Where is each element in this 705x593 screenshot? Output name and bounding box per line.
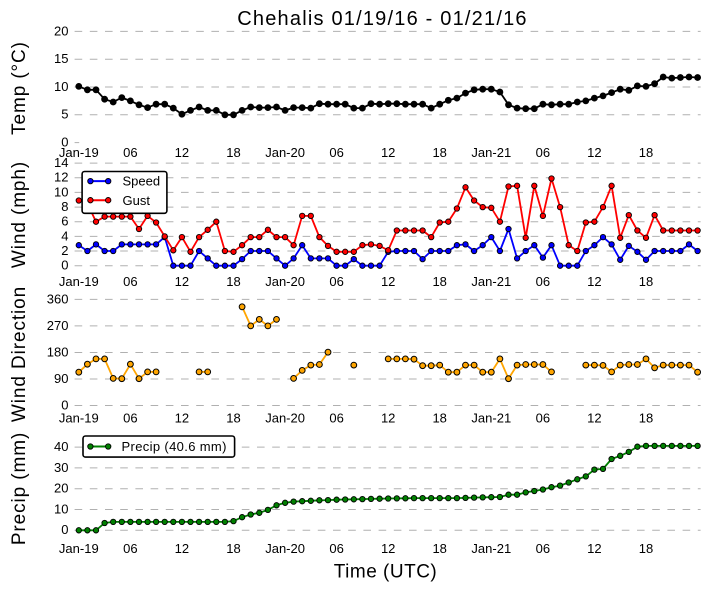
svg-text:14: 14 — [54, 155, 68, 170]
svg-text:10: 10 — [54, 501, 68, 516]
svg-text:Precip (mm): Precip (mm) — [9, 432, 30, 545]
svg-text:06: 06 — [123, 411, 137, 426]
svg-text:20: 20 — [54, 481, 68, 496]
svg-text:12: 12 — [175, 274, 189, 289]
svg-text:18: 18 — [639, 411, 653, 426]
svg-text:4: 4 — [61, 228, 68, 243]
svg-text:Jan-19: Jan-19 — [59, 411, 99, 426]
svg-text:12: 12 — [587, 274, 601, 289]
svg-text:Jan-20: Jan-20 — [265, 274, 305, 289]
svg-text:Jan-19: Jan-19 — [59, 541, 99, 556]
svg-text:06: 06 — [329, 145, 343, 160]
svg-text:0: 0 — [61, 397, 68, 412]
svg-text:2: 2 — [61, 243, 68, 258]
svg-text:12: 12 — [175, 541, 189, 556]
svg-text:06: 06 — [123, 541, 137, 556]
svg-text:12: 12 — [381, 541, 395, 556]
svg-text:18: 18 — [432, 274, 446, 289]
svg-text:Chehalis 01/19/16 - 01/21/16: Chehalis 01/19/16 - 01/21/16 — [237, 8, 527, 30]
svg-text:06: 06 — [123, 274, 137, 289]
svg-text:6: 6 — [61, 214, 68, 229]
svg-text:18: 18 — [226, 411, 240, 426]
svg-text:06: 06 — [329, 541, 343, 556]
svg-text:18: 18 — [639, 274, 653, 289]
svg-text:18: 18 — [639, 541, 653, 556]
svg-text:90: 90 — [54, 371, 68, 386]
svg-text:12: 12 — [175, 145, 189, 160]
svg-text:Jan-21: Jan-21 — [471, 145, 511, 160]
svg-text:20: 20 — [54, 23, 68, 38]
svg-text:Temp (°C): Temp (°C) — [9, 41, 30, 135]
svg-text:0: 0 — [61, 522, 68, 537]
svg-text:Wind (mph): Wind (mph) — [9, 161, 30, 268]
svg-text:18: 18 — [432, 145, 446, 160]
svg-text:12: 12 — [381, 145, 395, 160]
svg-text:30: 30 — [54, 460, 68, 475]
svg-text:Jan-21: Jan-21 — [471, 274, 511, 289]
svg-text:0: 0 — [61, 258, 68, 273]
svg-text:Wind Direction: Wind Direction — [9, 286, 30, 422]
svg-text:10: 10 — [54, 184, 68, 199]
svg-text:12: 12 — [381, 411, 395, 426]
svg-text:0: 0 — [61, 135, 68, 150]
svg-text:06: 06 — [536, 145, 550, 160]
svg-text:06: 06 — [329, 411, 343, 426]
svg-text:270: 270 — [47, 318, 69, 333]
svg-text:Jan-20: Jan-20 — [265, 411, 305, 426]
svg-text:180: 180 — [47, 344, 69, 359]
svg-text:Jan-19: Jan-19 — [59, 145, 99, 160]
svg-text:12: 12 — [587, 411, 601, 426]
svg-text:18: 18 — [226, 274, 240, 289]
svg-text:12: 12 — [54, 170, 68, 185]
svg-text:06: 06 — [536, 274, 550, 289]
svg-text:Time (UTC): Time (UTC) — [334, 562, 438, 583]
svg-text:Jan-19: Jan-19 — [59, 274, 99, 289]
svg-text:18: 18 — [432, 541, 446, 556]
svg-text:18: 18 — [226, 145, 240, 160]
svg-text:Gust: Gust — [123, 193, 151, 208]
svg-text:18: 18 — [432, 411, 446, 426]
svg-text:Jan-21: Jan-21 — [471, 411, 511, 426]
svg-text:Speed: Speed — [123, 174, 161, 189]
svg-text:10: 10 — [54, 79, 68, 94]
svg-text:12: 12 — [381, 274, 395, 289]
svg-text:Jan-20: Jan-20 — [265, 145, 305, 160]
svg-text:8: 8 — [61, 199, 68, 214]
svg-text:5: 5 — [61, 107, 68, 122]
svg-text:Jan-21: Jan-21 — [471, 541, 511, 556]
svg-text:06: 06 — [329, 274, 343, 289]
svg-text:06: 06 — [536, 541, 550, 556]
svg-text:Precip (40.6 mm): Precip (40.6 mm) — [122, 439, 227, 454]
svg-text:15: 15 — [54, 51, 68, 66]
svg-text:18: 18 — [639, 145, 653, 160]
svg-text:12: 12 — [587, 541, 601, 556]
svg-text:360: 360 — [47, 291, 69, 306]
svg-text:06: 06 — [123, 145, 137, 160]
svg-text:12: 12 — [175, 411, 189, 426]
svg-text:06: 06 — [536, 411, 550, 426]
svg-text:12: 12 — [587, 145, 601, 160]
svg-text:40: 40 — [54, 439, 68, 454]
svg-text:Jan-20: Jan-20 — [265, 541, 305, 556]
svg-text:18: 18 — [226, 541, 240, 556]
